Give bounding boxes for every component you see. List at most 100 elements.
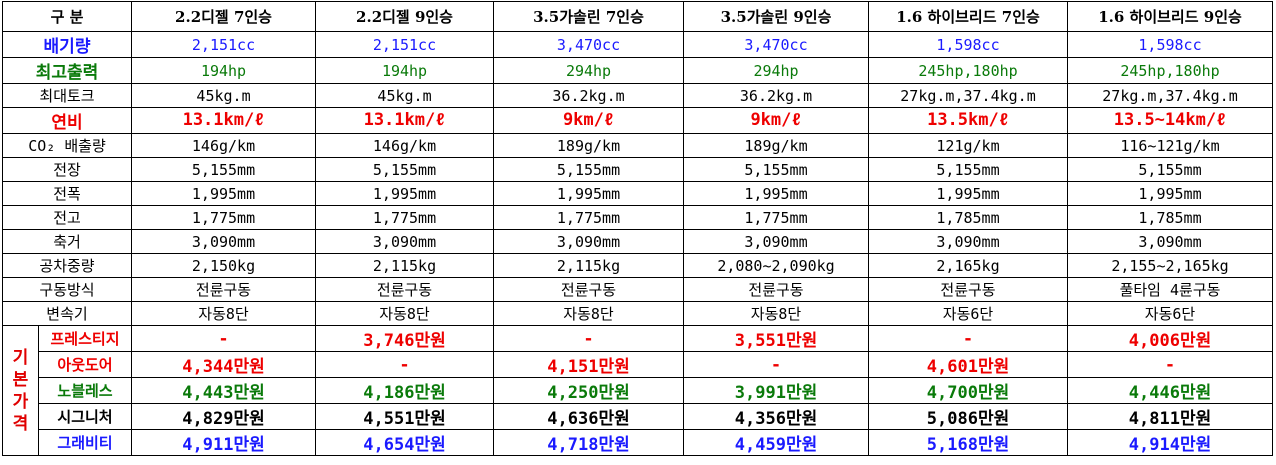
price-value: 4,700만원: [868, 377, 1069, 404]
spec-value: 3,090mm: [683, 229, 870, 254]
spec-value: 2,151cc: [131, 31, 317, 58]
spec-value: 13.5~14km/ℓ: [1067, 107, 1274, 134]
spec-value: 27kg.m,37.4kg.m: [868, 83, 1069, 108]
price-value: -: [868, 325, 1069, 352]
spec-row: 최대토크 45kg.m 45kg.m 36.2kg.m 36.2kg.m 27kg.m,3…: [1, 83, 1274, 108]
price-value: 4,551만원: [315, 403, 495, 430]
header-cell: 1.6 하이브리드 9인승: [1067, 1, 1274, 32]
spec-value: 3,090mm: [1067, 229, 1274, 254]
spec-value: 자동8단: [683, 301, 870, 326]
spec-value: 자동8단: [131, 301, 317, 326]
spec-value: 1,995mm: [315, 181, 495, 206]
spec-value: 전륜구동: [683, 277, 870, 302]
spec-value: 5,155mm: [493, 157, 685, 182]
price-value: 4,718만원: [493, 429, 685, 456]
spec-row: 최고출력 194hp 194hp 294hp 294hp 245hp,180hp 245hp…: [1, 57, 1274, 84]
row-label: 공차중량: [1, 253, 133, 278]
row-label: 전폭: [1, 181, 133, 206]
spec-row: 구동방식 전륜구동 전륜구동 전륜구동 전륜구동 전륜구동 풀타임 4륜구동: [1, 277, 1274, 302]
spec-value: 1,785mm: [1067, 205, 1274, 230]
spec-value: 1,995mm: [868, 181, 1069, 206]
spec-value: 2,115kg: [493, 253, 685, 278]
spec-value: 2,150kg: [131, 253, 317, 278]
price-label: 시그니처: [37, 403, 133, 430]
price-value: -: [131, 325, 317, 352]
spec-value: 9km/ℓ: [493, 107, 685, 134]
spec-row: 배기량 2,151cc 2,151cc 3,470cc 3,470cc 1,598cc 1,…: [1, 31, 1274, 58]
spec-value: 1,775mm: [315, 205, 495, 230]
spec-value: 풀타임 4륜구동: [1067, 277, 1274, 302]
row-label: 전고: [1, 205, 133, 230]
spec-value: 1,995mm: [1067, 181, 1274, 206]
spec-value: 5,155mm: [315, 157, 495, 182]
spec-value: 189g/km: [493, 133, 685, 158]
spec-value: 1,775mm: [683, 205, 870, 230]
header-cell: 2.2디젤 7인승: [131, 1, 317, 32]
spec-value: 13.1km/ℓ: [315, 107, 495, 134]
spec-value: 1,775mm: [493, 205, 685, 230]
header-cell: 2.2디젤 9인승: [315, 1, 495, 32]
spec-row: 변속기 자동8단 자동8단 자동8단 자동8단 자동6단 자동6단: [1, 301, 1274, 326]
price-value: 4,006만원: [1067, 325, 1274, 352]
spec-value: 3,090mm: [493, 229, 685, 254]
spec-value: 146g/km: [131, 133, 317, 158]
spec-row: 축거 3,090mm 3,090mm 3,090mm 3,090mm 3,090mm 3,0…: [1, 229, 1274, 254]
header-cell: 3.5가솔린 7인승: [493, 1, 685, 32]
price-value: -: [493, 325, 685, 352]
spec-value: 13.5km/ℓ: [868, 107, 1069, 134]
row-label: 축거: [1, 229, 133, 254]
row-label: 전장: [1, 157, 133, 182]
spec-value: 1,785mm: [868, 205, 1069, 230]
spec-value: 13.1km/ℓ: [131, 107, 317, 134]
price-value: 4,601만원: [868, 351, 1069, 378]
header-row: 구 분 2.2디젤 7인승 2.2디젤 9인승 3.5가솔린 7인승 3.5가솔린 9인…: [1, 1, 1274, 32]
price-row: 아웃도어 4,344만원 -4,151만원 -4,601만원 -: [3, 351, 1274, 378]
spec-row: 전고 1,775mm 1,775mm 1,775mm 1,775mm 1,785mm 1,7…: [1, 205, 1274, 230]
price-value: 4,829만원: [131, 403, 317, 430]
row-label: 구동방식: [1, 277, 133, 302]
price-group-text: 기본가격: [12, 347, 29, 434]
spec-value: 9km/ℓ: [683, 107, 870, 134]
spec-value: 전륜구동: [868, 277, 1069, 302]
spec-value: 3,470cc: [683, 31, 870, 58]
price-value: 4,250만원: [493, 377, 685, 404]
spec-value: 5,155mm: [683, 157, 870, 182]
row-label: 배기량: [1, 31, 133, 58]
spec-table: 구 분 2.2디젤 7인승 2.2디젤 9인승 3.5가솔린 7인승 3.5가솔린 9인…: [1, 1, 1274, 456]
spec-row: CO₂ 배출량 146g/km 146g/km 189g/km 189g/km 121g/…: [1, 133, 1274, 158]
price-value: -: [683, 351, 870, 378]
price-value: 4,446만원: [1067, 377, 1274, 404]
price-value: 4,636만원: [493, 403, 685, 430]
spec-value: 2,151cc: [315, 31, 495, 58]
spec-value: 3,090mm: [131, 229, 317, 254]
spec-value: 자동8단: [493, 301, 685, 326]
price-value: 3,991만원: [683, 377, 870, 404]
price-label: 프레스티지: [37, 325, 133, 352]
price-value: 5,086만원: [868, 403, 1069, 430]
price-label: 그래비티: [37, 429, 133, 456]
price-value: 4,811만원: [1067, 403, 1274, 430]
spec-value: 2,155~2,165kg: [1067, 253, 1274, 278]
price-value: 4,151만원: [493, 351, 685, 378]
spec-value: 3,470cc: [493, 31, 685, 58]
spec-value: 전륜구동: [493, 277, 685, 302]
spec-value: 121g/km: [868, 133, 1069, 158]
price-value: 4,356만원: [683, 403, 870, 430]
spec-value: 1,995mm: [493, 181, 685, 206]
price-row: 시그니처 4,829만원 4,551만원 4,636만원 4,356만원 5,086만원 4…: [3, 403, 1274, 430]
row-label: CO₂ 배출량: [1, 133, 133, 158]
price-row: 노블레스 4,443만원 4,186만원 4,250만원 3,991만원 4,700만원 4…: [3, 377, 1274, 404]
spec-value: 146g/km: [315, 133, 495, 158]
spec-row: 전장 5,155mm 5,155mm 5,155mm 5,155mm 5,155mm 5,1…: [1, 157, 1274, 182]
price-value: 5,168만원: [868, 429, 1069, 456]
spec-value: 자동6단: [868, 301, 1069, 326]
spec-row: 공차중량 2,150kg 2,115kg 2,115kg 2,080~2,090kg 2,…: [1, 253, 1274, 278]
spec-value: 194hp: [131, 57, 317, 84]
row-label: 최대토크: [1, 83, 133, 108]
price-value: 4,443만원: [131, 377, 317, 404]
price-value: 4,911만원: [131, 429, 317, 456]
price-label: 아웃도어: [37, 351, 133, 378]
spec-value: 전륜구동: [131, 277, 317, 302]
spec-value: 194hp: [315, 57, 495, 84]
